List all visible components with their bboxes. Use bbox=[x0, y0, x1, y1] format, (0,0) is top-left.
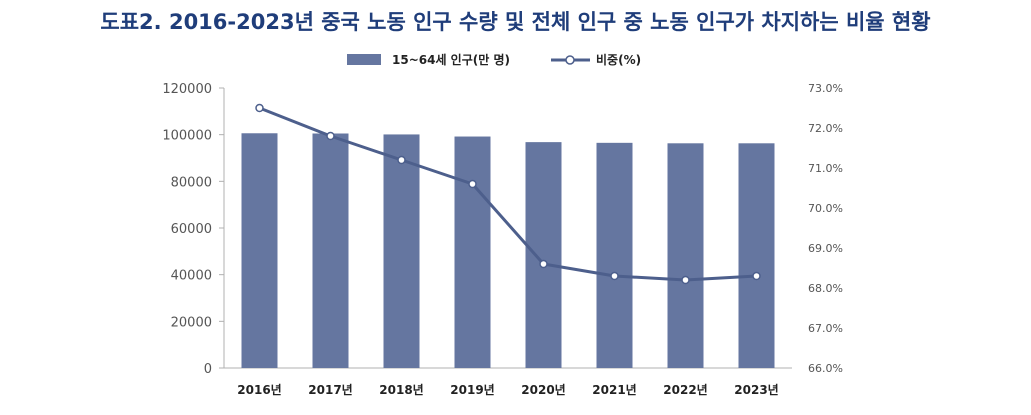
x-tick-label: 2021년 bbox=[592, 383, 636, 397]
line-point bbox=[326, 131, 335, 141]
legend: 15~64세 인구(만 명) 비중(%) bbox=[347, 52, 641, 67]
right-tick-label: 72.0% bbox=[808, 122, 843, 135]
x-axis-ticks: 2016년 2017년 2018년 2019년 2020년 2021년 2022년 2023년 bbox=[237, 383, 778, 397]
line-point bbox=[752, 271, 761, 281]
x-tick-label: 2019년 bbox=[450, 383, 494, 397]
x-tick-label: 2023년 bbox=[734, 383, 778, 397]
bar bbox=[667, 143, 704, 368]
left-tick-label: 80000 bbox=[171, 175, 212, 190]
right-tick-label: 67.0% bbox=[808, 322, 843, 335]
bar bbox=[241, 133, 278, 368]
line-point bbox=[610, 271, 619, 281]
left-tick-label: 0 bbox=[204, 362, 212, 377]
x-tick-label: 2018년 bbox=[379, 383, 423, 397]
right-axis-ticks: 66.0% 67.0% 68.0% 69.0% 70.0% 71.0% 72.0% 73.0% bbox=[808, 82, 843, 375]
left-axis-ticks: 0 20000 40000 60000 80000 100000 120000 bbox=[162, 82, 224, 377]
bar bbox=[738, 143, 775, 368]
bar bbox=[383, 134, 420, 368]
right-tick-label: 71.0% bbox=[808, 162, 843, 175]
left-tick-label: 60000 bbox=[171, 222, 212, 237]
line-point bbox=[468, 179, 477, 189]
right-tick-label: 73.0% bbox=[808, 82, 843, 95]
bar bbox=[454, 136, 491, 368]
left-tick-label: 20000 bbox=[171, 315, 212, 330]
left-tick-label: 100000 bbox=[162, 129, 212, 144]
line-point bbox=[397, 155, 406, 165]
line-series bbox=[255, 103, 761, 285]
bar bbox=[596, 142, 633, 368]
right-tick-label: 70.0% bbox=[808, 202, 843, 215]
right-tick-label: 69.0% bbox=[808, 242, 843, 255]
x-tick-label: 2017년 bbox=[308, 383, 352, 397]
line-point bbox=[255, 103, 264, 113]
legend-label-line: 비중(%) bbox=[596, 52, 641, 67]
series-line bbox=[258, 106, 757, 282]
chart-title: 도표2. 2016-2023년 중국 노동 인구 수량 및 전체 인구 중 노동… bbox=[100, 10, 931, 34]
bar bbox=[312, 133, 349, 368]
right-tick-label: 66.0% bbox=[808, 362, 843, 375]
line-point bbox=[681, 275, 690, 285]
legend-marker bbox=[565, 55, 575, 65]
line-point bbox=[539, 259, 548, 269]
legend-label-bar: 15~64세 인구(만 명) bbox=[392, 52, 510, 67]
x-tick-label: 2020년 bbox=[521, 383, 565, 397]
left-tick-label: 120000 bbox=[162, 82, 212, 97]
right-tick-label: 68.0% bbox=[808, 282, 843, 295]
x-tick-label: 2022년 bbox=[663, 383, 707, 397]
x-tick-label: 2016년 bbox=[237, 383, 281, 397]
legend-swatch-bar bbox=[347, 54, 381, 65]
bar bbox=[525, 142, 562, 368]
left-tick-label: 40000 bbox=[171, 269, 212, 284]
bar-series bbox=[241, 133, 775, 368]
